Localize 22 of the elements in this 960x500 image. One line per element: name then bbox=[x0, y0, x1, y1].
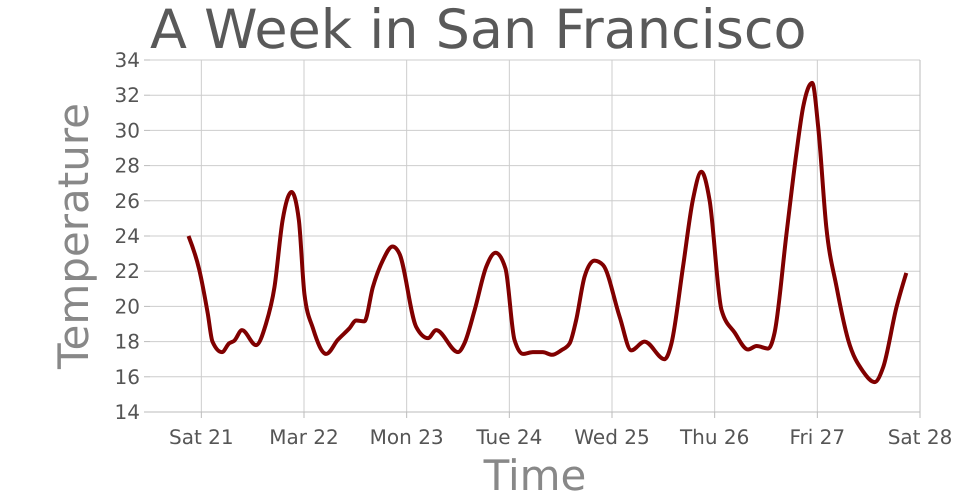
x-axis-title: Time bbox=[482, 451, 586, 500]
y-tick-label: 18 bbox=[114, 330, 140, 354]
x-tick-label: Wed 25 bbox=[574, 425, 650, 449]
y-axis-title: Temperature bbox=[49, 102, 98, 370]
chart-title: A Week in San Francisco bbox=[150, 0, 807, 61]
y-tick-label: 22 bbox=[114, 259, 140, 284]
x-tick-label: Mar 22 bbox=[269, 425, 339, 449]
y-tick-label: 30 bbox=[114, 118, 140, 142]
x-tick-label: Sat 28 bbox=[888, 425, 952, 449]
y-tick-label: 14 bbox=[114, 400, 140, 424]
y-tick-label: 32 bbox=[114, 83, 140, 108]
x-tick-label: Sat 21 bbox=[169, 425, 234, 449]
y-tick-label: 24 bbox=[114, 224, 140, 248]
x-tick-label: Mon 23 bbox=[370, 425, 444, 449]
y-tick-label: 16 bbox=[114, 364, 140, 389]
y-tick-label: 20 bbox=[114, 294, 140, 318]
x-tick-label: Fri 27 bbox=[790, 425, 846, 449]
x-tick-label: Thu 26 bbox=[678, 425, 750, 449]
y-tick-label: 34 bbox=[114, 48, 140, 72]
y-tick-label: 28 bbox=[114, 154, 140, 178]
x-tick-label: Tue 24 bbox=[475, 425, 542, 449]
y-tick-label: 26 bbox=[114, 188, 140, 213]
